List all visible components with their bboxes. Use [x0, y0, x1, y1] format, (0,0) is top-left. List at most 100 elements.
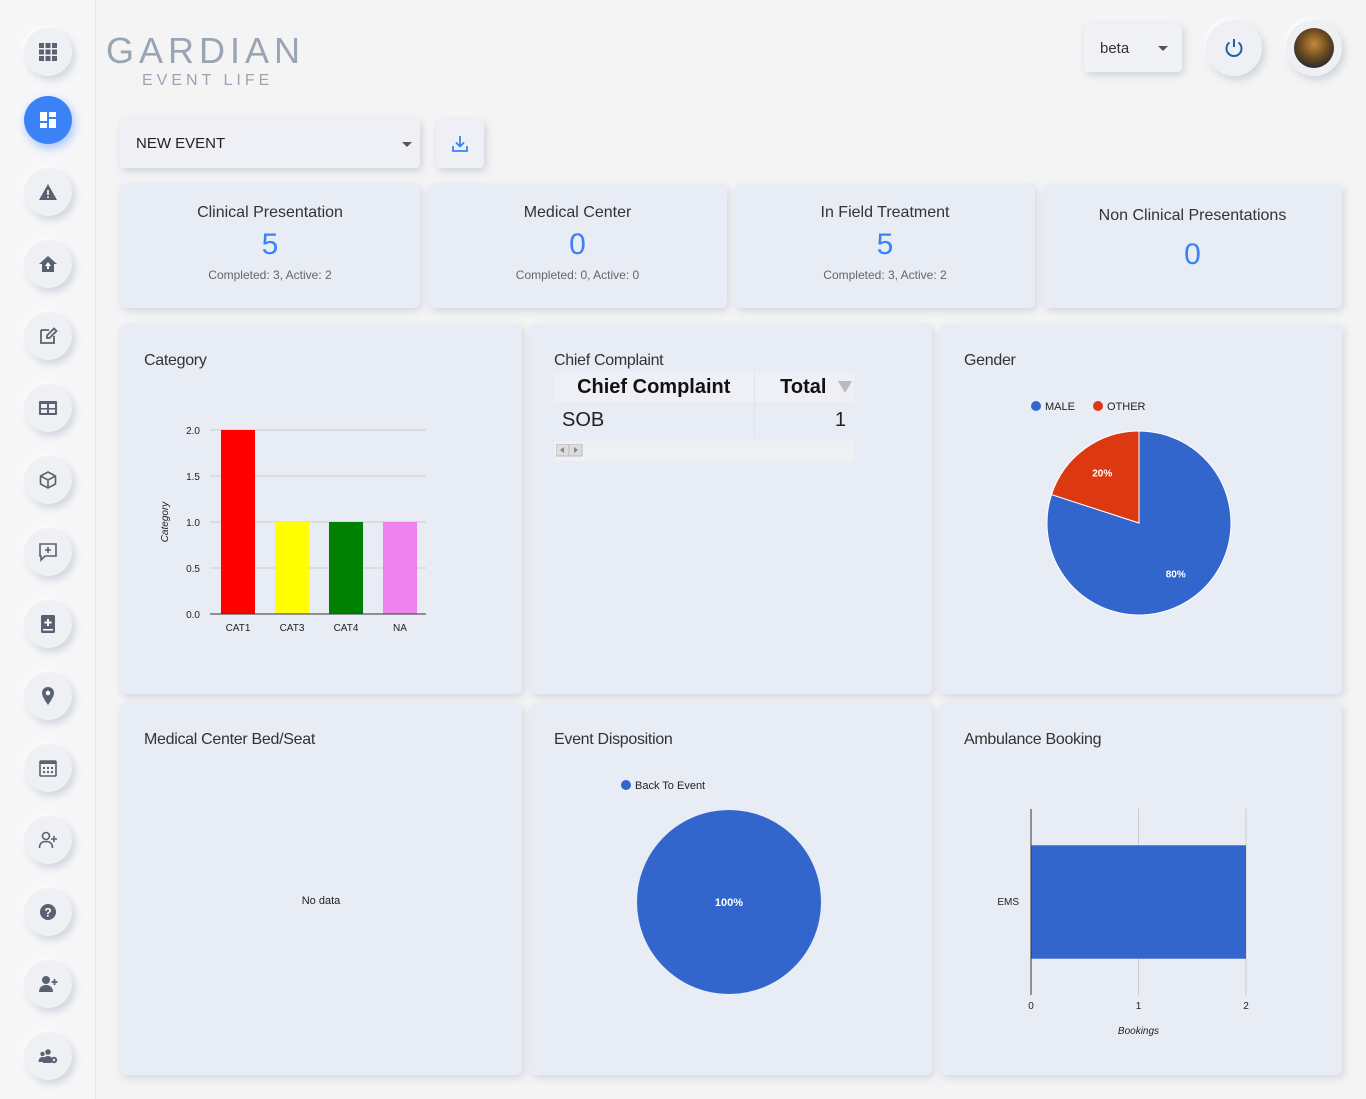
pie-slice	[637, 810, 821, 994]
scroll-arrows-icon	[556, 444, 583, 457]
nav-apps[interactable]	[24, 28, 72, 76]
chief-complaint-panel: Chief Complaint Chief Complaint Total SO…	[530, 324, 932, 694]
app-logo: GARDIAN EVENT LIFE	[106, 32, 305, 90]
nav-table[interactable]	[24, 384, 72, 432]
avatar	[1294, 28, 1334, 68]
table-cell: 1	[753, 402, 854, 438]
add-user-icon	[39, 976, 58, 992]
panel-title: Gender	[964, 352, 1016, 369]
svg-text:?: ?	[44, 906, 51, 920]
x-tick-label: CAT4	[334, 623, 359, 634]
download-icon	[452, 136, 468, 152]
bar	[220, 430, 256, 614]
category-chart: 0.0 0.5 1.0 1.5 2.0 Category CAT1 CAT3 CAT4 NA	[160, 426, 426, 634]
y-tick-label: EMS	[997, 897, 1019, 908]
event-select-value: NEW EVENT	[136, 135, 226, 152]
apps-grid-icon	[39, 43, 57, 61]
power-icon	[1225, 39, 1243, 57]
environment-select[interactable]: beta	[1084, 24, 1182, 72]
stat-value: 5	[876, 228, 894, 261]
nav-home[interactable]	[24, 240, 72, 288]
y-tick-label: 2.0	[186, 426, 200, 437]
gender-chart: MALE OTHER 80% 20%	[1031, 401, 1232, 616]
nav-medical-records[interactable]	[24, 600, 72, 648]
x-tick-label: 0	[1028, 1001, 1034, 1012]
logo-title: GARDIAN	[106, 30, 306, 71]
download-button[interactable]	[436, 120, 484, 168]
legend-label: OTHER	[1107, 401, 1146, 413]
category-panel: Category 0.0 0.5 1.0 1.5 2.0 Category CAT1 CAT3…	[120, 324, 522, 694]
pie-slice	[1050, 430, 1140, 524]
table-row: SOB 1	[554, 402, 854, 438]
location-pin-icon	[42, 687, 54, 705]
calendar-icon	[39, 760, 57, 777]
nav-locations[interactable]	[24, 672, 72, 720]
legend-marker	[621, 780, 631, 790]
y-axis-label: Category	[160, 501, 171, 543]
x-tick-label: CAT1	[226, 623, 251, 634]
x-tick-label: 1	[1136, 1001, 1142, 1012]
table-scrollbar[interactable]	[554, 441, 854, 461]
bar	[274, 522, 310, 614]
x-tick-label: 2	[1243, 1001, 1249, 1012]
box-icon	[39, 471, 57, 489]
sort-desc-icon	[838, 381, 852, 394]
chevron-down-icon	[402, 142, 412, 147]
warning-icon	[39, 184, 57, 200]
slice-label: 80%	[1166, 570, 1186, 581]
nav-calendar[interactable]	[24, 744, 72, 792]
event-select[interactable]: NEW EVENT	[120, 119, 420, 168]
empty-state-text: No data	[301, 895, 341, 907]
power-button[interactable]	[1206, 20, 1262, 76]
nav-add-user[interactable]	[24, 960, 72, 1008]
group-settings-icon	[38, 1049, 58, 1064]
x-tick-label: CAT3	[280, 623, 305, 634]
panel-title: Ambulance Booking	[964, 731, 1102, 748]
bar	[328, 522, 364, 614]
slice-label: 20%	[1092, 468, 1112, 479]
column-header-total-label: Total	[780, 375, 827, 398]
edit-icon	[40, 327, 58, 344]
stat-card-non-clinical[interactable]: Non Clinical Presentations 0	[1043, 184, 1342, 308]
y-tick-label: 1.5	[186, 472, 200, 483]
stat-card-in-field[interactable]: In Field Treatment 5 Completed: 3, Activ…	[735, 184, 1035, 308]
y-tick-label: 0.5	[186, 564, 200, 575]
user-avatar-button[interactable]	[1286, 20, 1342, 76]
nav-help[interactable]: ?	[24, 888, 72, 936]
stat-value: 0	[569, 228, 586, 261]
stat-title: Clinical Presentation	[197, 204, 343, 221]
stat-title: Medical Center	[523, 204, 632, 221]
stat-subtitle: Completed: 3, Active: 2	[208, 268, 332, 282]
stat-card-clinical[interactable]: Clinical Presentation 5 Completed: 3, Ac…	[120, 184, 420, 308]
nav-edit[interactable]	[24, 312, 72, 360]
stat-subtitle: Completed: 3, Active: 2	[823, 268, 947, 282]
nav-inventory[interactable]	[24, 456, 72, 504]
table-cell: SOB	[562, 408, 605, 431]
stat-title: Non Clinical Presentations	[1098, 207, 1287, 224]
add-user-outline-icon	[38, 831, 57, 849]
nav-feedback[interactable]	[24, 528, 72, 576]
column-header-total[interactable]: Total	[753, 372, 854, 402]
nav-add-staff[interactable]	[24, 816, 72, 864]
panel-title: Category	[144, 352, 207, 369]
disposition-chart: Back To Event 100%	[621, 780, 821, 994]
slice-label: 100%	[715, 897, 743, 909]
environment-select-value: beta	[1100, 39, 1130, 57]
medical-book-icon	[41, 615, 55, 633]
stat-card-medical-center[interactable]: Medical Center 0 Completed: 0, Active: 0	[428, 184, 727, 308]
nav-dashboard[interactable]	[24, 96, 72, 144]
nav-incidents[interactable]	[24, 168, 72, 216]
chevron-down-icon	[1158, 46, 1168, 51]
panel-title: Chief Complaint	[554, 352, 664, 369]
legend-marker	[1093, 401, 1103, 411]
bed-seat-panel: Medical Center Bed/Seat No data	[120, 703, 522, 1075]
dashboard-icon	[40, 112, 56, 128]
column-header-complaint[interactable]: Chief Complaint	[554, 372, 754, 402]
ambulance-panel: Ambulance Booking 0 1 2 EMS Bookings	[940, 703, 1342, 1075]
y-tick-label: 1.0	[186, 518, 200, 529]
feedback-icon	[39, 543, 57, 562]
ambulance-chart: 0 1 2 EMS Bookings	[997, 809, 1249, 1037]
table-icon	[39, 401, 57, 415]
nav-group-settings[interactable]	[24, 1032, 72, 1080]
panel-title: Event Disposition	[554, 731, 673, 748]
